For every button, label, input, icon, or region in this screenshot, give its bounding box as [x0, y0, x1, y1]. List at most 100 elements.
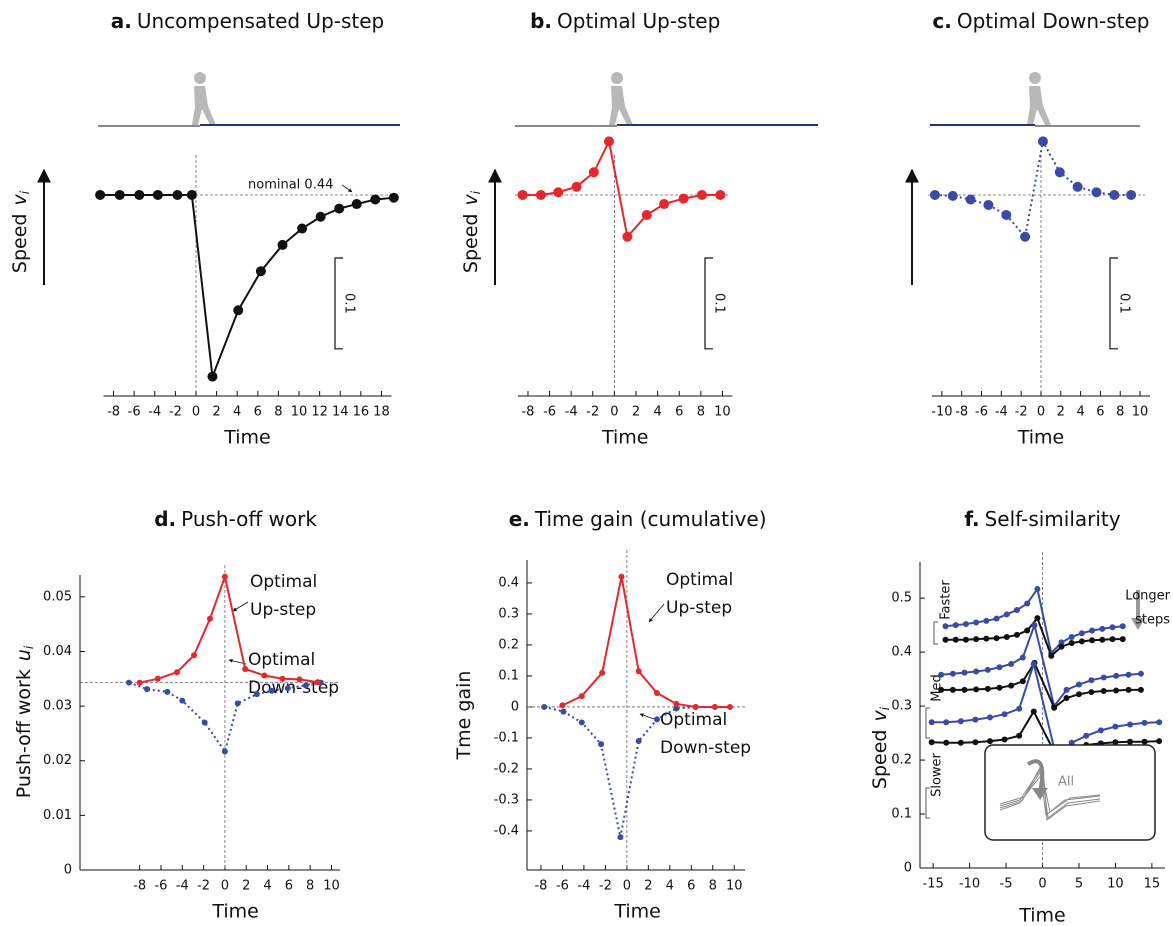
annotation-arrow [648, 603, 665, 623]
x-tick-label: 2 [1057, 405, 1065, 420]
data-point [1089, 637, 1096, 644]
x-axis-label: Time [613, 901, 661, 923]
ground-lines [98, 124, 1140, 127]
data-point [938, 686, 945, 693]
x-tick-label: -2 [1015, 405, 1028, 420]
x-tick-label: -4 [577, 879, 590, 894]
data-point [1058, 639, 1065, 646]
data-point [1063, 686, 1070, 693]
data-point [517, 189, 528, 200]
y-tick-label: 0.05 [43, 589, 72, 604]
data-point [1078, 638, 1085, 645]
y-tick-label: 0.02 [43, 753, 72, 768]
y-tick-label: 0.5 [891, 591, 912, 606]
data-point [993, 635, 1000, 642]
y-label-text: Speed [9, 214, 31, 274]
series-line [934, 138, 1132, 239]
data-point [1030, 661, 1037, 667]
data-point [302, 682, 309, 689]
annotation-arrow [341, 184, 353, 193]
data-point [957, 718, 964, 725]
y-tick-label: 0 [904, 861, 912, 876]
data-point [622, 231, 633, 242]
scale-bar [704, 257, 713, 350]
data-point [957, 739, 964, 746]
data-point [242, 665, 249, 672]
panel-letter: c. [932, 9, 951, 33]
data-point [370, 194, 381, 205]
data-point [261, 672, 268, 679]
panel: e. Time gain (cumulative)-8 -6 -4 -2 0 2 4 6 8 10T… [453, 507, 767, 923]
data-point [949, 686, 956, 693]
data-point [952, 636, 959, 643]
data-point [973, 686, 980, 693]
annotation: Optimal [666, 570, 733, 590]
series-line [931, 660, 1160, 763]
data-point [1100, 674, 1107, 681]
panel: b. Optimal Up-step -8 -6 -4 -2 0 2 4 6 8 10 Time Spee… [460, 9, 733, 449]
x-tick-label: -10 [931, 405, 952, 420]
y-axis-label: Tme gain [453, 671, 475, 761]
annotation: Optimal [250, 572, 317, 592]
x-tick-label: -6 [975, 405, 988, 420]
panel-title: d. Push-off work [154, 507, 317, 531]
panel-title-text: Optimal Up-step [557, 9, 720, 33]
data-point [1083, 732, 1090, 739]
data-point [179, 697, 186, 704]
y-label-sub: i [469, 190, 483, 194]
y-tick-label: -0.3 [494, 792, 519, 807]
data-point [541, 703, 548, 710]
x-tick-label: 6 [1096, 405, 1104, 420]
y-label-sub: i [878, 706, 892, 710]
data-point [1089, 627, 1096, 634]
annotation: Med [930, 674, 945, 701]
data-point [1054, 167, 1065, 178]
data-point [1137, 686, 1144, 693]
data-point [1141, 719, 1148, 726]
data-point [1013, 607, 1020, 614]
data-point [942, 623, 949, 630]
y-tick-label: 0.4 [891, 645, 912, 660]
data-point [1068, 634, 1075, 641]
data-point [136, 679, 143, 686]
y-tick-label: 0.04 [43, 644, 72, 659]
data-point [560, 708, 567, 715]
data-point [1119, 636, 1126, 643]
panel-letter: e. [509, 507, 530, 531]
x-tick-label: -6 [556, 879, 569, 894]
data-point [1016, 732, 1023, 739]
x-axis-label: Time [223, 427, 271, 449]
x-tick-label: 10 [714, 405, 731, 420]
panel-title: b. Optimal Up-step [530, 9, 720, 33]
annotation: Longer [1125, 589, 1170, 604]
data-point [1091, 187, 1102, 198]
x-tick-label: 15 [1144, 877, 1161, 892]
data-point [191, 652, 198, 659]
brackets [925, 590, 1145, 819]
data-point [673, 700, 680, 707]
data-point [314, 679, 321, 686]
x-tick-label: -2 [599, 879, 612, 894]
panel-title: c. Optimal Down-step [932, 9, 1149, 33]
data-point [972, 739, 979, 746]
x-tick-label: 6 [254, 405, 262, 420]
data-point [234, 700, 241, 707]
x-tick-label: -6 [543, 405, 556, 420]
x-tick-label: 4 [233, 405, 241, 420]
data-point [1119, 623, 1126, 630]
data-point [598, 741, 605, 748]
panel-title-text: Self-similarity [985, 507, 1121, 531]
scale-bar-label: 0.1 [712, 293, 727, 314]
x-tick-label: -5 [1000, 877, 1013, 892]
panel-letter: f. [964, 507, 979, 531]
x-tick-label: -8 [107, 405, 120, 420]
data-point [1127, 738, 1133, 745]
data-point [535, 189, 546, 200]
x-tick-label: -2 [586, 405, 599, 420]
data-point [947, 190, 958, 201]
data-point [1099, 625, 1106, 632]
data-point [1127, 721, 1133, 728]
series-line [941, 660, 1141, 710]
y-label-sub: i [22, 645, 36, 649]
